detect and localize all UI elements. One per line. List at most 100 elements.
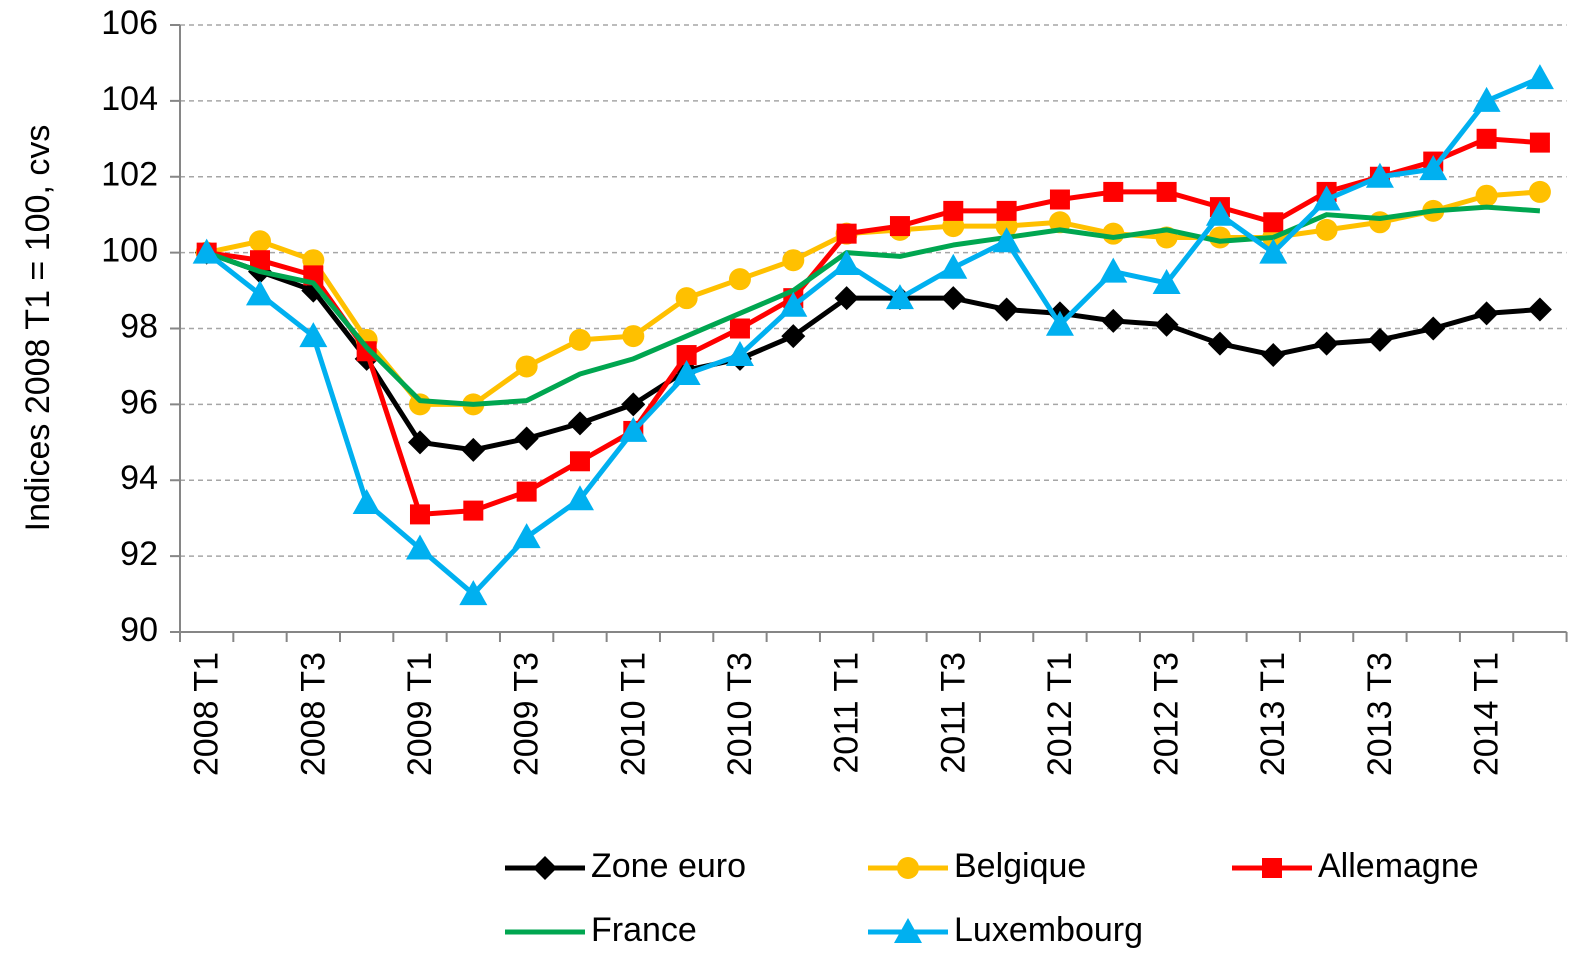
marker — [621, 392, 646, 417]
x-tick-label: 2013 T1 — [1254, 652, 1292, 776]
marker — [897, 857, 919, 879]
marker — [1365, 162, 1394, 188]
marker — [834, 286, 859, 311]
legend-label: France — [591, 911, 697, 949]
marker — [533, 856, 557, 880]
x-tick-label: 2010 T3 — [721, 652, 759, 776]
y-tick-label: 96 — [120, 383, 158, 421]
marker — [408, 393, 431, 416]
marker — [939, 253, 968, 279]
marker — [729, 318, 750, 339]
marker — [1368, 211, 1391, 234]
marker — [992, 227, 1021, 253]
marker — [1207, 331, 1232, 356]
marker — [622, 325, 645, 348]
x-tick-label: 2010 T1 — [614, 652, 652, 776]
marker — [672, 360, 701, 386]
marker — [725, 341, 754, 367]
marker — [249, 250, 270, 271]
marker — [565, 485, 594, 511]
marker — [1049, 189, 1070, 210]
legend-label: Allemagne — [1318, 847, 1479, 885]
marker — [676, 345, 697, 366]
marker — [1367, 327, 1392, 352]
x-tick-label: 2011 T3 — [934, 652, 972, 774]
legend-label: Belgique — [954, 847, 1086, 885]
marker — [1527, 297, 1552, 322]
y-tick-label: 98 — [120, 307, 158, 345]
marker — [248, 230, 271, 253]
marker — [463, 500, 484, 521]
marker — [836, 223, 857, 244]
marker — [515, 355, 538, 378]
x-tick-label: 2013 T3 — [1361, 652, 1399, 776]
marker — [1048, 211, 1071, 234]
marker — [1045, 310, 1074, 336]
marker — [1525, 64, 1554, 90]
marker — [1103, 181, 1124, 202]
marker — [1205, 200, 1234, 226]
marker — [405, 534, 434, 560]
marker — [245, 280, 274, 306]
x-tick-label: 2012 T3 — [1148, 652, 1186, 776]
marker — [299, 322, 328, 348]
marker — [1101, 308, 1126, 333]
y-tick-label: 94 — [120, 459, 158, 497]
x-tick-label: 2008 T1 — [188, 652, 226, 776]
marker — [516, 481, 537, 502]
y-axis-label: Indices 2008 T1 = 100, cvs — [19, 125, 57, 532]
marker — [1475, 184, 1498, 207]
marker — [461, 437, 486, 462]
marker — [1421, 316, 1446, 341]
marker — [1262, 858, 1282, 878]
marker — [409, 504, 430, 525]
marker — [728, 268, 751, 291]
marker — [352, 489, 381, 515]
marker — [1154, 312, 1179, 337]
marker — [512, 523, 541, 549]
marker — [1474, 301, 1499, 326]
marker — [1156, 181, 1177, 202]
marker — [1261, 343, 1286, 368]
y-tick-label: 92 — [120, 535, 158, 573]
marker — [514, 426, 539, 451]
marker — [1263, 212, 1284, 233]
marker — [1152, 268, 1181, 294]
marker — [894, 918, 922, 943]
y-tick-label: 102 — [101, 156, 158, 194]
marker — [1476, 128, 1497, 149]
marker — [1528, 180, 1551, 203]
y-tick-label: 100 — [101, 232, 158, 270]
marker — [1102, 222, 1125, 245]
marker — [832, 250, 861, 276]
x-tick-label: 2011 T1 — [828, 652, 866, 774]
series-line — [205, 204, 1541, 407]
y-tick-label: 104 — [101, 80, 158, 118]
marker — [675, 287, 698, 310]
marker — [1315, 218, 1338, 241]
marker — [1419, 155, 1448, 181]
marker — [1312, 185, 1341, 211]
marker — [192, 238, 221, 264]
marker — [567, 411, 592, 436]
marker — [568, 328, 591, 351]
marker — [781, 324, 806, 349]
legend-label: Luxembourg — [954, 911, 1143, 949]
marker — [889, 216, 910, 237]
marker — [782, 249, 805, 272]
x-tick-label: 2009 T3 — [508, 652, 546, 776]
y-tick-label: 90 — [120, 611, 158, 649]
marker — [885, 284, 914, 310]
x-tick-label: 2009 T1 — [401, 652, 439, 776]
marker — [779, 291, 808, 317]
legend-label: Zone euro — [591, 847, 746, 885]
marker — [941, 286, 966, 311]
marker — [619, 416, 648, 442]
marker — [1259, 238, 1288, 264]
x-tick-label: 2014 T1 — [1468, 652, 1506, 776]
y-tick-label: 106 — [101, 4, 158, 42]
marker — [943, 200, 964, 221]
marker — [1529, 132, 1550, 153]
